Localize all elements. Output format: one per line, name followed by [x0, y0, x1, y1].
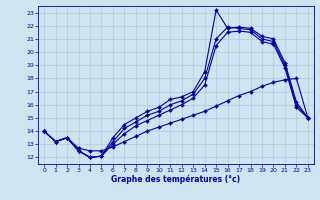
- X-axis label: Graphe des températures (°c): Graphe des températures (°c): [111, 175, 241, 184]
